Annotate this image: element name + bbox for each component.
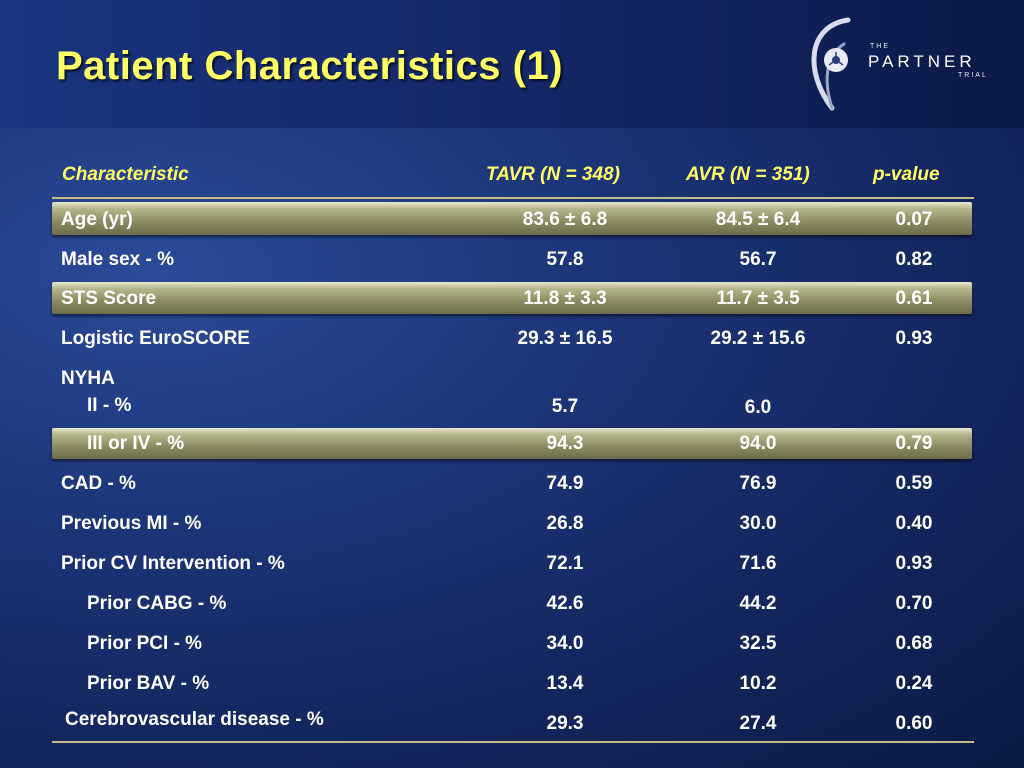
row-band-nyha bbox=[52, 428, 972, 459]
avr-value: 44.2 bbox=[739, 593, 777, 614]
tavr-value: 34.0 bbox=[546, 633, 584, 654]
p-value: 0.24 bbox=[895, 673, 933, 694]
p-value: 0.79 bbox=[895, 433, 933, 454]
avr-value: 11.7 ± 3.5 bbox=[716, 288, 800, 309]
p-value: 0.07 bbox=[895, 209, 933, 230]
p-value: 0.40 bbox=[895, 513, 933, 534]
tavr-value: 74.9 bbox=[546, 473, 584, 494]
p-value: 0.61 bbox=[895, 288, 933, 309]
row-label: Cerebrovascular disease - % bbox=[65, 709, 324, 730]
tavr-value: 72.1 bbox=[546, 553, 584, 574]
avr-value: 76.9 bbox=[739, 473, 777, 494]
footer-rule bbox=[52, 741, 974, 743]
avr-value: 56.7 bbox=[739, 249, 777, 270]
avr-value: 6.0 bbox=[744, 397, 772, 418]
slide-title: Patient Characteristics (1) bbox=[56, 44, 564, 88]
avr-value: 27.4 bbox=[739, 713, 777, 734]
avr-value: 30.0 bbox=[739, 513, 777, 534]
partner-trial-logo: THE PARTNER TRIAL bbox=[804, 16, 1004, 116]
row-label: III or IV - % bbox=[87, 433, 185, 454]
header-characteristic: Characteristic bbox=[62, 164, 189, 185]
row-label: Male sex - % bbox=[61, 249, 174, 270]
avr-value: 32.5 bbox=[739, 633, 777, 654]
p-value: 0.70 bbox=[895, 593, 933, 614]
row-label: Prior BAV - % bbox=[87, 673, 210, 694]
p-value: 0.59 bbox=[895, 473, 933, 494]
tavr-value: 5.7 bbox=[551, 396, 579, 417]
row-label: II - % bbox=[87, 395, 132, 416]
avr-value: 10.2 bbox=[739, 673, 777, 694]
tavr-value: 94.3 bbox=[546, 433, 584, 454]
tavr-value: 26.8 bbox=[546, 513, 584, 534]
avr-value: 94.0 bbox=[739, 433, 777, 454]
tavr-value: 83.6 ± 6.8 bbox=[522, 209, 608, 230]
p-value: 0.93 bbox=[895, 328, 933, 349]
p-value: 0.68 bbox=[895, 633, 933, 654]
tavr-value: 42.6 bbox=[546, 593, 584, 614]
logo-the: THE bbox=[870, 43, 890, 50]
logo-trial: TRIAL bbox=[958, 72, 988, 79]
row-label: STS Score bbox=[61, 288, 157, 309]
row-label: CAD - % bbox=[61, 473, 136, 494]
row-band-age bbox=[52, 202, 972, 235]
row-label: Age (yr) bbox=[61, 209, 133, 230]
header-p-value: p-value bbox=[873, 164, 940, 185]
heart-valve-icon bbox=[811, 17, 851, 111]
row-label: Prior CABG - % bbox=[87, 593, 227, 614]
row-label: NYHA bbox=[61, 368, 115, 389]
p-value: 0.60 bbox=[895, 713, 933, 734]
row-label: Prior PCI - % bbox=[87, 633, 203, 654]
header-rule bbox=[52, 197, 974, 199]
header-avr: AVR (N = 351) bbox=[686, 164, 810, 185]
title-band bbox=[0, 0, 1024, 128]
avr-value: 71.6 bbox=[739, 553, 777, 574]
row-label: Prior CV Intervention - % bbox=[61, 553, 285, 574]
tavr-value: 29.3 bbox=[546, 713, 584, 734]
row-label: Logistic EuroSCORE bbox=[61, 328, 250, 349]
avr-value: 84.5 ± 6.4 bbox=[715, 209, 801, 230]
row-label: Previous MI - % bbox=[61, 513, 202, 534]
row-band-sts bbox=[52, 282, 972, 314]
tavr-value: 29.3 ± 16.5 bbox=[517, 328, 613, 349]
p-value: 0.93 bbox=[895, 553, 933, 574]
tavr-value: 57.8 bbox=[546, 249, 584, 270]
tavr-value: 13.4 bbox=[546, 673, 584, 694]
header-tavr: TAVR (N = 348) bbox=[486, 164, 620, 185]
p-value: 0.82 bbox=[895, 249, 933, 270]
tavr-value: 11.8 ± 3.3 bbox=[523, 288, 607, 309]
logo-partner: PARTNER bbox=[868, 52, 976, 71]
avr-value: 29.2 ± 15.6 bbox=[710, 328, 806, 349]
